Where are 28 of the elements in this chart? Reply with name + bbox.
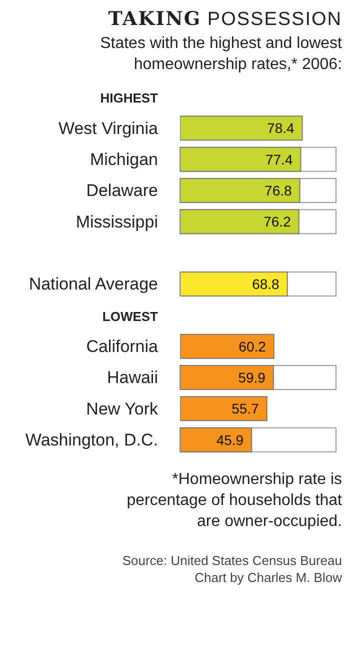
data-label: 77.4 (265, 151, 293, 168)
data-label: 78.4 (267, 120, 295, 136)
data-label: 76.2 (264, 214, 292, 230)
bar (180, 334, 274, 359)
text: Chart by Charles M. Blow (194, 569, 342, 586)
data-label: 60.2 (238, 338, 266, 354)
y-tick-label: Delaware (86, 181, 158, 200)
bar (180, 116, 303, 141)
y-tick-label: Washington, D.C. (25, 430, 158, 450)
y-tick-label: National Average (28, 274, 158, 294)
y-tick-label: LOWEST (102, 308, 158, 324)
chart-subtitle: States with the highest and lowest homeownership rates,* 2006: (99, 34, 342, 75)
data-label: 45.9 (216, 432, 244, 448)
source-note: Source: United States Census Bureau (121, 552, 342, 569)
bar (180, 396, 268, 422)
y-tick-label: Michigan (90, 150, 158, 169)
data-label: 59.9 (238, 369, 266, 386)
y-tick-label: West Virginia (58, 118, 159, 138)
y-tick-label: Hawaii (106, 368, 158, 388)
y-tick-label: HIGHEST (100, 90, 158, 106)
text: *Homeownership rate is percentage of households that are owner-occupied. (126, 470, 342, 532)
y-tick-label: Mississippi (76, 212, 158, 232)
data-label: 68.8 (252, 276, 280, 292)
y-tick-label: New York (86, 399, 158, 418)
chart-title: TAKING POSSESSION (108, 8, 342, 30)
data-label: 76.8 (264, 182, 292, 198)
data-label: 55.7 (232, 400, 260, 417)
y-tick-label: California (86, 336, 159, 356)
